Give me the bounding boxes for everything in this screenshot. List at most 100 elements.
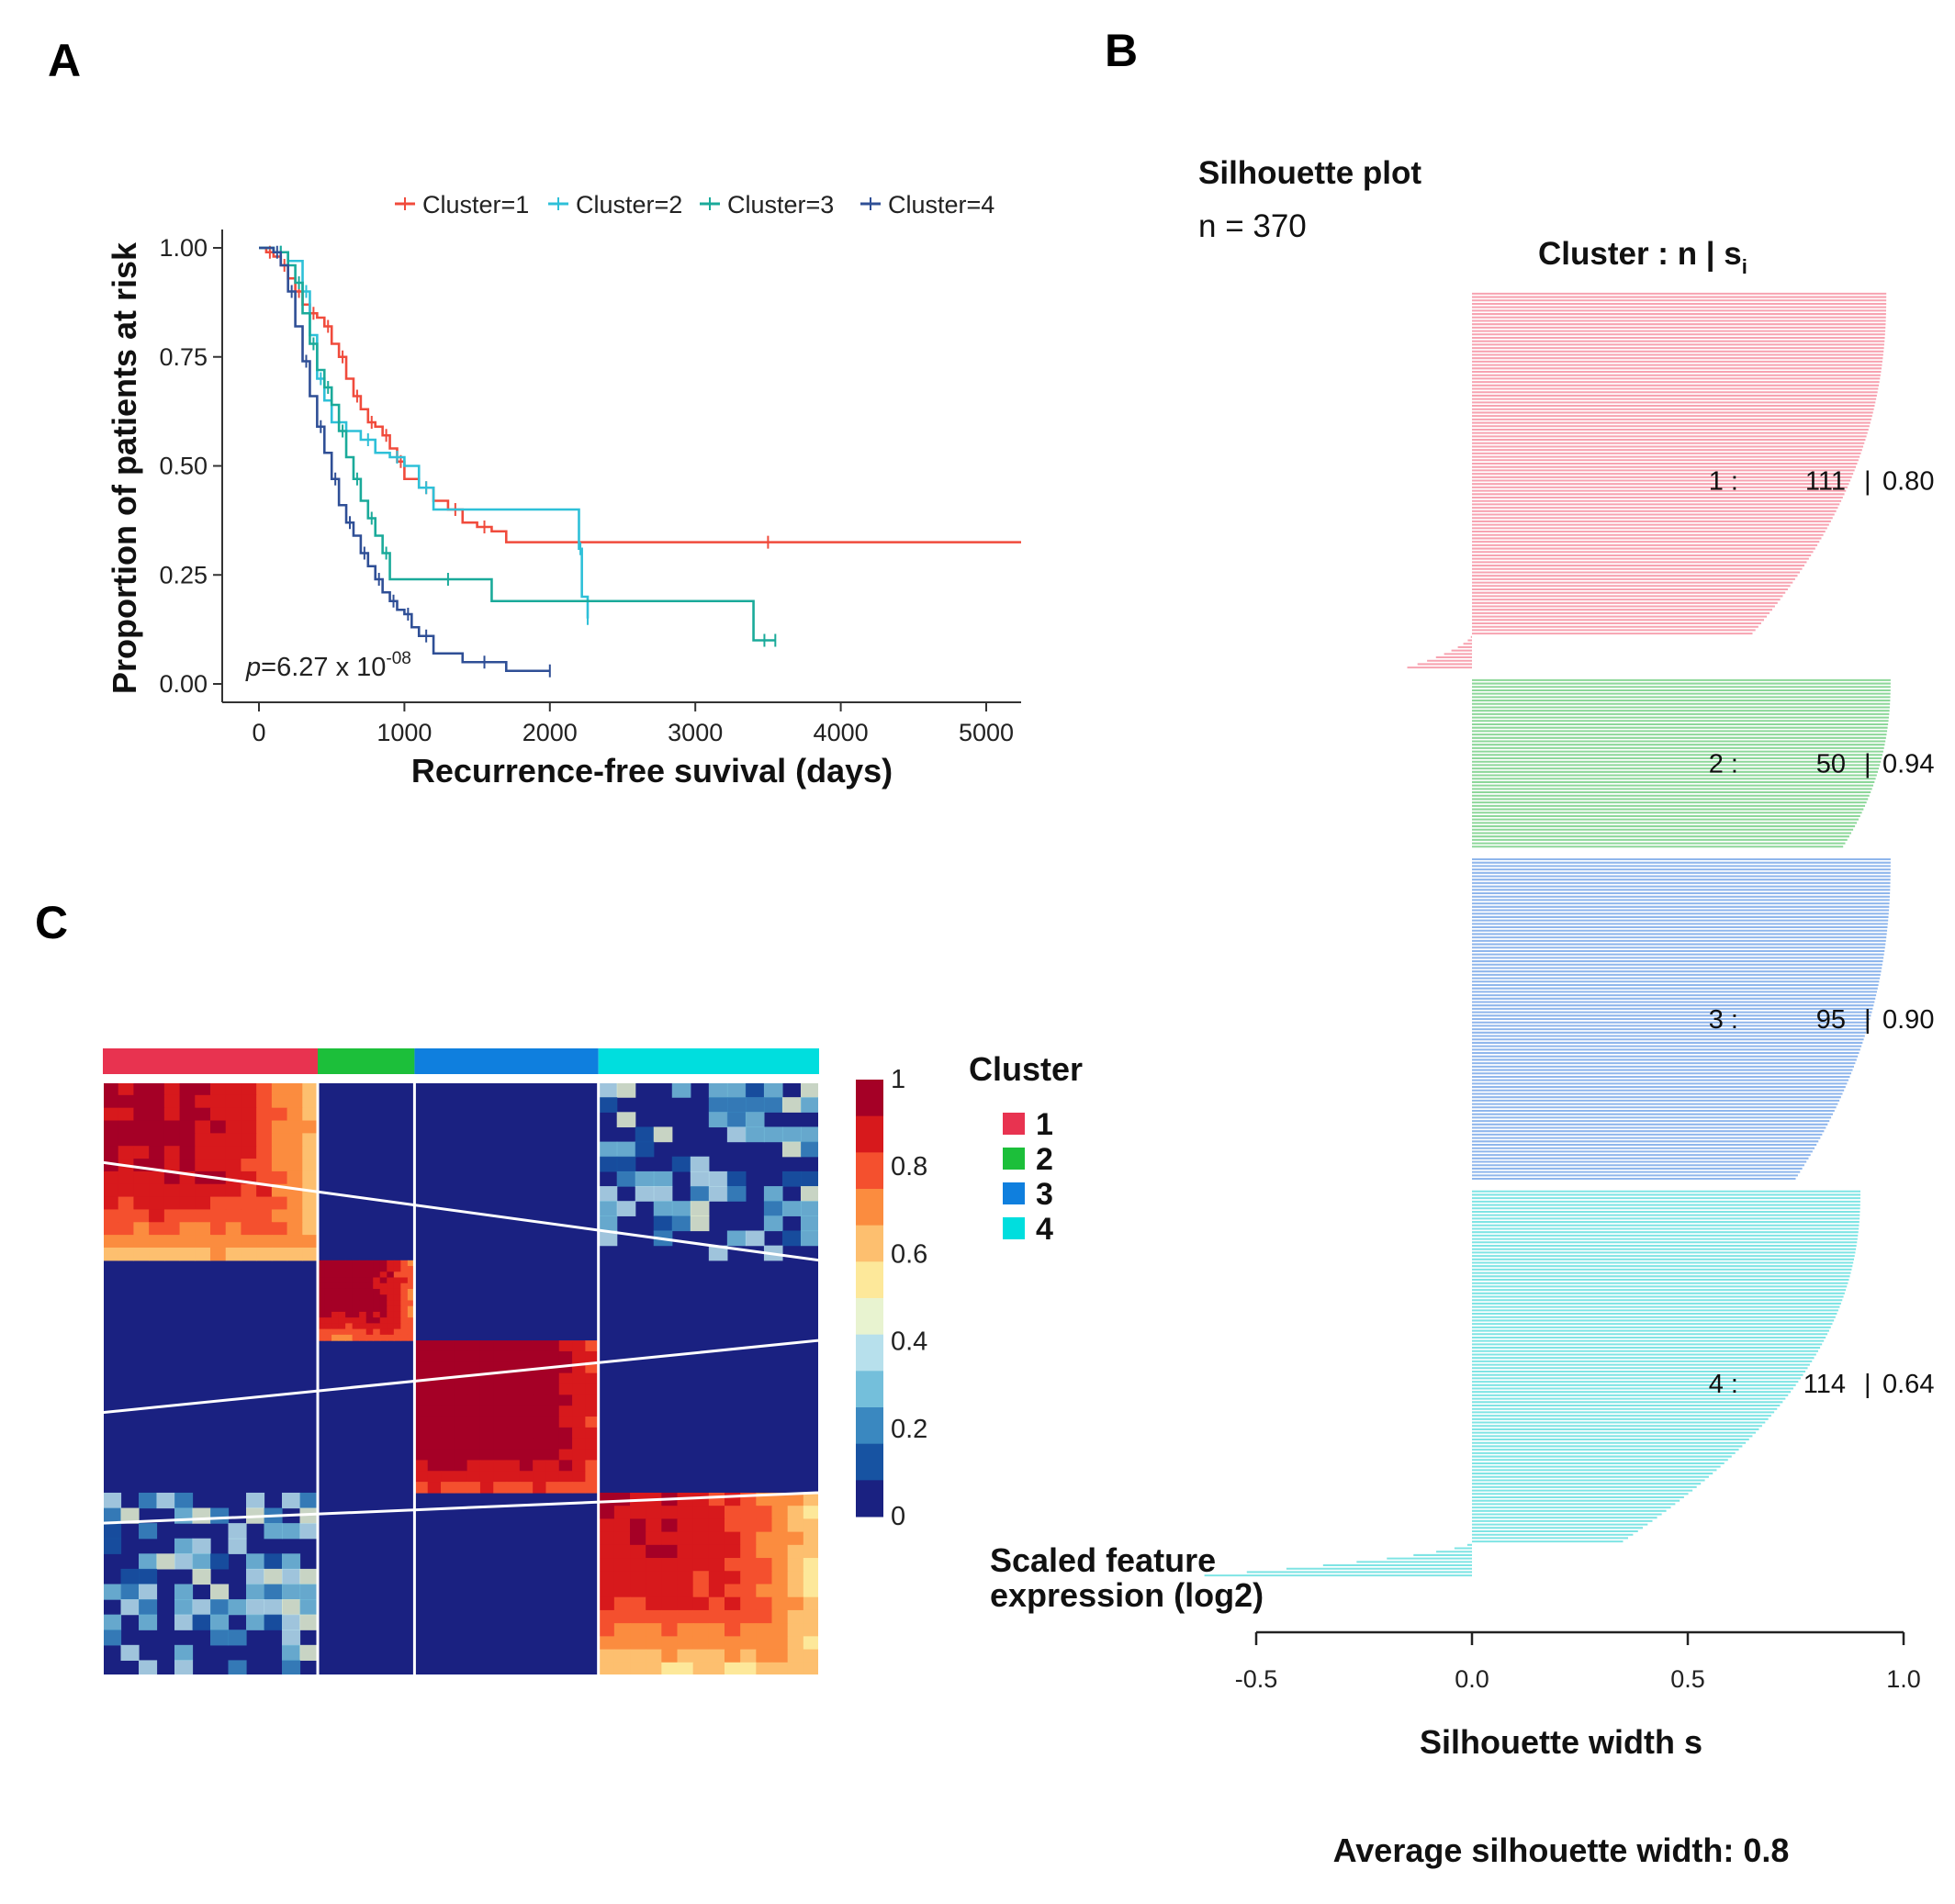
heatmap-cell-block-4 bbox=[677, 1506, 694, 1519]
heatmap-cell-block-1 bbox=[271, 1133, 288, 1147]
heatmap-cell-block-2 bbox=[318, 1294, 326, 1302]
heatmap-cell-block-4 bbox=[677, 1531, 694, 1546]
survival-x-label: Recurrence-free suvival (days) bbox=[411, 752, 893, 790]
silhouette-n-label: n = 370 bbox=[1198, 208, 1307, 244]
heatmap-cell-block-2 bbox=[352, 1282, 360, 1290]
heatmap-cell-block-2 bbox=[387, 1260, 395, 1267]
heatmap-cell-block-2 bbox=[318, 1277, 326, 1284]
heatmap-cell-block-4 bbox=[771, 1584, 789, 1598]
heatmap-cell-block-3 bbox=[533, 1460, 547, 1472]
colorbar-segment bbox=[856, 1334, 883, 1372]
heatmap-cell-block-3 bbox=[493, 1438, 508, 1450]
heatmap-cell-block-1 bbox=[225, 1133, 242, 1147]
heatmap-cell-block-4 bbox=[756, 1571, 773, 1585]
heatmap-cell-block-4 bbox=[740, 1636, 757, 1651]
heatmap-cell-block-2 bbox=[393, 1323, 401, 1330]
heatmap-cell-block-1 bbox=[302, 1222, 319, 1236]
heatmap-cell-block-4 bbox=[646, 1636, 662, 1651]
silhouette-cluster-n: 114 bbox=[1803, 1370, 1846, 1399]
heatmap-cell-block-2 bbox=[359, 1328, 367, 1336]
silhouette-bars bbox=[1204, 292, 1891, 1577]
heatmap-cell-block-3 bbox=[414, 1350, 429, 1363]
heatmap-cell-block-3 bbox=[572, 1340, 586, 1352]
heatmap-cell-block-4 bbox=[787, 1623, 804, 1637]
heatmap-cell-block-2 bbox=[400, 1311, 409, 1318]
heatmap-cell-block-3 bbox=[427, 1449, 442, 1462]
heatmap-cell-block-1 bbox=[225, 1159, 242, 1172]
heatmap-cell-block-1 bbox=[302, 1107, 319, 1122]
heatmap-cell-block-3 bbox=[414, 1449, 429, 1462]
heatmap-cell-block-1 bbox=[149, 1107, 165, 1122]
heatmap-cell-block-4 bbox=[725, 1531, 741, 1546]
heatmap-cell-offdiag bbox=[264, 1523, 283, 1540]
heatmap-cell-offdiag bbox=[103, 1538, 122, 1554]
heatmap-cell-block-4 bbox=[630, 1506, 646, 1519]
heatmap-cell-block-4 bbox=[771, 1531, 789, 1546]
heatmap-cell-block-1 bbox=[302, 1209, 319, 1223]
heatmap-cell-block-4 bbox=[613, 1609, 631, 1624]
heatmap-cell-block-1 bbox=[163, 1170, 181, 1185]
heatmap-cell-block-1 bbox=[163, 1222, 181, 1236]
heatmap-cell-block-2 bbox=[373, 1294, 381, 1302]
heatmap-cell-block-3 bbox=[454, 1340, 468, 1352]
heatmap-cell-block-3 bbox=[427, 1340, 442, 1352]
heatmap-cell-block-2 bbox=[400, 1282, 409, 1290]
heatmap-cell-block-4 bbox=[613, 1636, 631, 1651]
heatmap-cell-offdiag bbox=[246, 1584, 265, 1600]
heatmap-cell-block-4 bbox=[771, 1649, 789, 1663]
colorbar-title-line1: Scaled feature bbox=[990, 1541, 1216, 1579]
heatmap-cell-block-2 bbox=[324, 1311, 332, 1318]
heatmap-cell-offdiag bbox=[800, 1141, 820, 1158]
heatmap-cell-block-3 bbox=[479, 1427, 494, 1439]
heatmap-cell-block-3 bbox=[558, 1438, 573, 1450]
heatmap-cell-block-1 bbox=[118, 1222, 135, 1236]
heatmap-cell-block-3 bbox=[479, 1417, 494, 1428]
heatmap-cell-block-4 bbox=[787, 1544, 804, 1559]
heatmap-cell-block-4 bbox=[692, 1571, 710, 1585]
heatmap-cell-block-3 bbox=[506, 1449, 521, 1462]
heatmap-cell-block-1 bbox=[287, 1133, 303, 1147]
heatmap-cell-block-1 bbox=[225, 1209, 242, 1223]
heatmap-cell-block-1 bbox=[163, 1133, 181, 1147]
silhouette-cluster-id: 1 : bbox=[1709, 467, 1738, 497]
heatmap-cell-block-4 bbox=[756, 1518, 773, 1533]
heatmap-cell-block-4 bbox=[756, 1531, 773, 1546]
heatmap-cell-block-2 bbox=[407, 1311, 416, 1318]
heatmap-cell-block-4 bbox=[708, 1571, 725, 1585]
heatmap-cell-block-2 bbox=[359, 1305, 367, 1313]
heatmap-cell-block-3 bbox=[558, 1383, 573, 1395]
heatmap-cell-offdiag bbox=[174, 1644, 194, 1662]
heatmap-cell-block-3 bbox=[545, 1383, 560, 1395]
heatmap-cell-block-4 bbox=[692, 1544, 710, 1559]
heatmap-cell-block-2 bbox=[393, 1277, 401, 1284]
heatmap-cell-block-3 bbox=[479, 1438, 494, 1450]
heatmap-cell-block-2 bbox=[359, 1294, 367, 1302]
heatmap-cell-block-2 bbox=[365, 1323, 374, 1330]
heatmap-cell-offdiag bbox=[210, 1599, 230, 1616]
silhouette-header: Cluster : n | si bbox=[1538, 236, 1747, 278]
heatmap-cell-block-2 bbox=[393, 1305, 401, 1313]
heatmap-cell-offdiag bbox=[763, 1201, 783, 1216]
survival-curve-cluster-4 bbox=[259, 246, 550, 673]
heatmap-cell-block-3 bbox=[427, 1383, 442, 1395]
heatmap-cell-block-2 bbox=[379, 1300, 388, 1307]
heatmap-cell-offdiag bbox=[800, 1215, 820, 1232]
heatmap-cell-block-2 bbox=[352, 1305, 360, 1313]
heatmap-cell-block-1 bbox=[195, 1120, 211, 1134]
survival-y-label: Proportion of patients at risk bbox=[106, 241, 143, 694]
heatmap-cell-offdiag bbox=[210, 1584, 230, 1600]
silhouette-tick-label: 0.5 bbox=[1670, 1665, 1705, 1693]
silhouette-tick-label: 0.0 bbox=[1455, 1665, 1489, 1693]
heatmap-cell-block-1 bbox=[302, 1120, 319, 1134]
heatmap-cell-block-4 bbox=[692, 1596, 710, 1611]
heatmap-cell-block-3 bbox=[479, 1471, 494, 1483]
colorbar-tick-label: 0.8 bbox=[891, 1152, 927, 1182]
heatmap-cell-block-1 bbox=[302, 1133, 319, 1147]
heatmap-cell-block-4 bbox=[661, 1544, 679, 1559]
silhouette-cluster-id: 3 : bbox=[1709, 1005, 1738, 1035]
heatmap-cell-block-3 bbox=[545, 1340, 560, 1352]
heatmap-cell-block-3 bbox=[427, 1361, 442, 1374]
heatmap-cell-block-2 bbox=[324, 1260, 332, 1267]
silhouette-cluster-n: 50 bbox=[1816, 750, 1846, 779]
heatmap-cell-block-4 bbox=[771, 1506, 789, 1519]
